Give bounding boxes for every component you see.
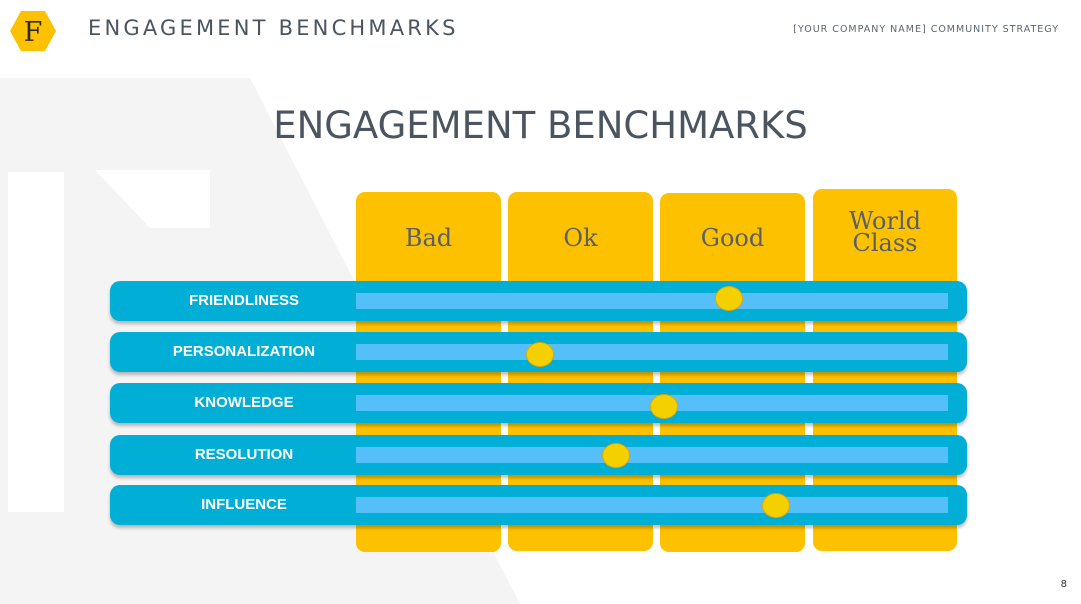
- score-marker-friendliness[interactable]: [714, 286, 743, 311]
- metric-track-resolution: [356, 447, 948, 463]
- page-number: 8: [1060, 579, 1067, 590]
- metric-label-friendliness: FRIENDLINESS: [188, 292, 299, 309]
- score-marker-knowledge[interactable]: [649, 394, 678, 419]
- logo-letter: F: [24, 17, 43, 48]
- column-label-good: Good: [700, 224, 765, 252]
- metric-row-personalization: PERSONALIZATION: [110, 332, 967, 372]
- metric-label-resolution: RESOLUTION: [194, 446, 294, 463]
- metric-row-friendliness: FRIENDLINESS: [110, 281, 967, 321]
- column-label-world-class: World Class: [849, 207, 921, 257]
- column-label-ok: Ok: [563, 224, 598, 252]
- metric-row-knowledge: KNOWLEDGE: [110, 383, 967, 423]
- score-marker-resolution[interactable]: [602, 443, 631, 468]
- metric-row-influence: INFLUENCE: [110, 485, 967, 525]
- header-title: ENGAGEMENT BENCHMARKS: [88, 16, 459, 40]
- logo-icon: F: [10, 11, 56, 51]
- metric-track-influence: [356, 497, 948, 513]
- metric-track-personalization: [356, 344, 948, 360]
- header-subtitle: [YOUR COMPANY NAME] COMMUNITY STRATEGY: [793, 24, 1059, 35]
- score-marker-personalization[interactable]: [525, 342, 554, 367]
- column-label-bad: Bad: [404, 224, 453, 252]
- metric-label-knowledge: KNOWLEDGE: [194, 394, 294, 411]
- slide-title: ENGAGEMENT BENCHMARKS: [273, 104, 808, 147]
- metric-label-personalization: PERSONALIZATION: [172, 343, 316, 360]
- metric-label-influence: INFLUENCE: [201, 496, 287, 513]
- metric-track-friendliness: [356, 293, 948, 309]
- score-marker-influence[interactable]: [762, 493, 791, 518]
- metric-row-resolution: RESOLUTION: [110, 435, 967, 475]
